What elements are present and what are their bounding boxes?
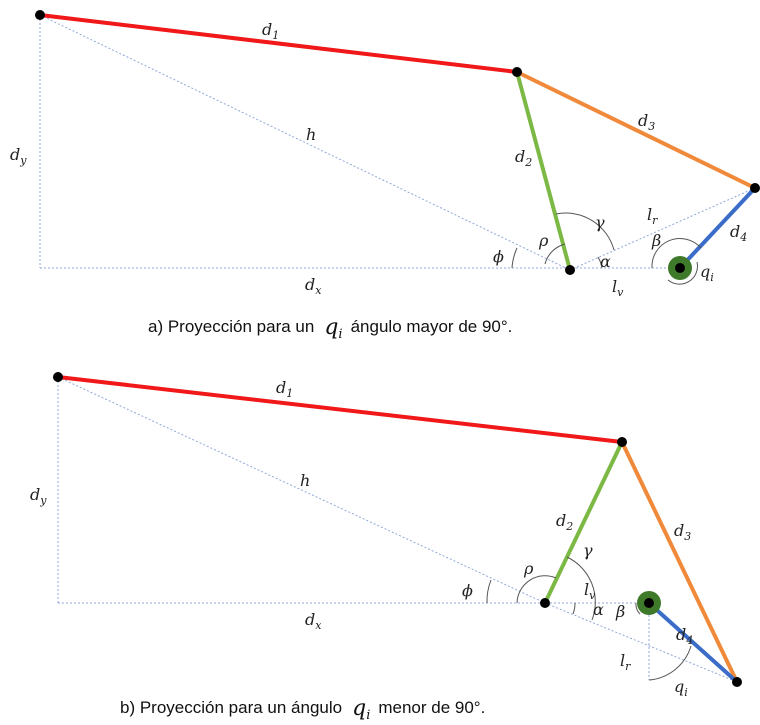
link-d1-a bbox=[39, 13, 518, 74]
label-dy-a: dy bbox=[10, 145, 27, 167]
label-alpha-a: α bbox=[600, 252, 611, 271]
label-lr-b: lr bbox=[620, 651, 631, 673]
label-beta-a: β bbox=[651, 231, 661, 250]
joint-top-left-a bbox=[35, 10, 45, 20]
label-h-a: h bbox=[306, 125, 316, 144]
label-dx-b: dx bbox=[305, 610, 322, 632]
label-lv-a: lv bbox=[612, 277, 624, 299]
label-beta-b: β bbox=[615, 602, 625, 621]
label-h-b: h bbox=[300, 471, 310, 490]
joint-right-a bbox=[750, 183, 760, 193]
label-phi-b: ϕ bbox=[462, 581, 473, 600]
joint-right-b bbox=[732, 677, 742, 687]
beta-arc-b bbox=[635, 602, 641, 615]
link-d4-a bbox=[678, 186, 757, 270]
h-guide-line-a bbox=[39, 14, 571, 271]
joint-top-b bbox=[617, 437, 627, 447]
phi-arc-a bbox=[511, 247, 518, 269]
label-rho-b: ρ bbox=[523, 559, 534, 578]
link-d3-a bbox=[516, 70, 756, 190]
joint-bottom-b bbox=[540, 598, 550, 608]
phi-arc-b bbox=[486, 579, 492, 604]
lr-guide-line-a bbox=[569, 187, 756, 271]
label-d1-a: d1 bbox=[262, 20, 279, 42]
caption-b: b) Proyección para un ángulo qi menor de 9… bbox=[120, 696, 485, 723]
label-alpha-b: α bbox=[593, 600, 604, 619]
link-d1-b bbox=[57, 375, 623, 444]
label-d1-b: d1 bbox=[276, 378, 293, 400]
alpha-arc-a bbox=[597, 256, 603, 269]
label-dy-b: dy bbox=[30, 485, 47, 507]
label-d4-a: d4 bbox=[730, 222, 747, 244]
label-d3-a: d3 bbox=[638, 111, 655, 133]
alpha-arc-b bbox=[572, 602, 576, 615]
label-rho-a: ρ bbox=[538, 231, 549, 250]
label-gamma-b: γ bbox=[583, 541, 593, 560]
caption-a: a) Proyección para un qi ángulo mayor de 9… bbox=[148, 315, 512, 342]
diagram-b: d1 d2 d3 d4 dy dx h lr lv qi ϕ ρ γ α β b… bbox=[30, 372, 742, 723]
joint-top-left-b bbox=[53, 372, 63, 382]
link-d2-b bbox=[543, 441, 624, 604]
link-d3-b bbox=[620, 441, 739, 683]
label-phi-a: ϕ bbox=[493, 247, 504, 266]
joint-top-a bbox=[512, 67, 522, 77]
lr-guide-line-b bbox=[544, 602, 738, 683]
label-d2-b: d2 bbox=[556, 511, 573, 533]
label-dx-a: dx bbox=[305, 275, 322, 297]
h-guide-line-b bbox=[57, 376, 546, 604]
label-qi-a: qi bbox=[700, 262, 714, 284]
rho-arc-b bbox=[516, 575, 557, 604]
base-joint-a bbox=[675, 263, 685, 273]
diagram-a: d1 d2 d3 d4 dy dx h lr lv qi ϕ ρ γ α β a… bbox=[10, 10, 760, 342]
joint-bottom-a bbox=[565, 265, 575, 275]
link-d2-a bbox=[515, 71, 572, 271]
qi-arc-b bbox=[648, 645, 692, 681]
label-lr-a: lr bbox=[647, 205, 658, 227]
link-d4-b bbox=[647, 601, 739, 684]
label-d4-b: d4 bbox=[676, 625, 693, 647]
label-d3-b: d3 bbox=[674, 521, 691, 543]
label-lv-b: lv bbox=[584, 580, 596, 602]
gamma-arc-b bbox=[566, 556, 596, 621]
rho-arc-a bbox=[544, 243, 566, 265]
label-qi-b: qi bbox=[674, 677, 688, 699]
gamma-arc-a bbox=[555, 212, 615, 251]
base-joint-b bbox=[644, 598, 654, 608]
beta-arc-a bbox=[651, 238, 702, 269]
label-gamma-a: γ bbox=[595, 213, 605, 232]
qi-arc-a bbox=[667, 261, 698, 285]
label-d2-a: d2 bbox=[515, 147, 532, 169]
